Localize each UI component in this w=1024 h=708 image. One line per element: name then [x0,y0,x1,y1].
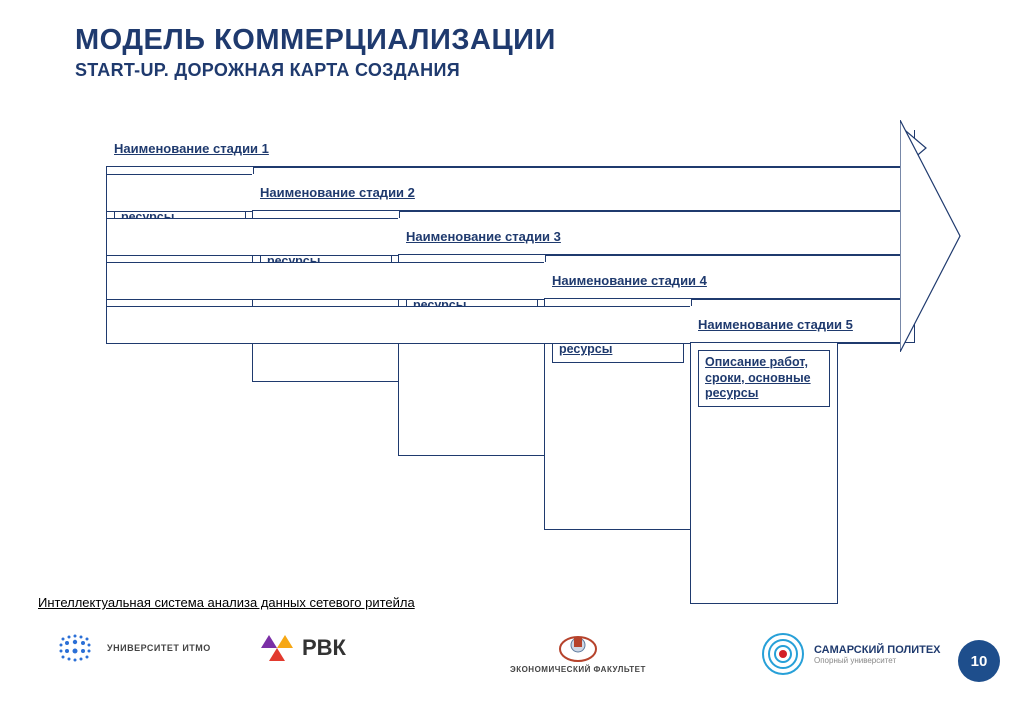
logo-rvk-label: РВК [302,635,346,661]
page-number-badge: 10 [958,640,1000,682]
stage-title-2: Наименование стадии 2 [252,174,915,211]
slide-title: МОДЕЛЬ КОММЕРЦИАЛИЗАЦИИ [75,24,556,57]
logo-row: УНИВЕРСИТЕТ ИТМО РВК ЭКОНОМИЧЕСКИЙ ФАКУЛ… [0,625,1024,695]
slide-subtitle: START-UP. ДОРОЖНАЯ КАРТА СОЗДАНИЯ [75,60,460,81]
logo-samara-sub: Опорный университет [814,656,941,665]
logo-itmo-label: УНИВЕРСИТЕТ ИТМО [107,643,211,653]
stage-title-5: Наименование стадии 5 [690,306,915,343]
stage-title-1: Наименование стадии 1 [106,130,915,167]
stage-desc-5: Описание работ, сроки, основные ресурсы [698,350,830,407]
arrow-head-large [900,120,962,352]
logo-rvk: РВК [260,631,346,665]
stage-title-4: Наименование стадии 4 [544,262,915,299]
logo-samara-label: САМАРСКИЙ ПОЛИТЕХ [814,644,941,656]
roadmap-diagram: Наименование стадии 1 Описание работ, сро… [90,130,960,570]
itmo-icon [55,631,99,665]
logo-samara: САМАРСКИЙ ПОЛИТЕХ Опорный университет [760,631,941,677]
logo-msu: ЭКОНОМИЧЕСКИЙ ФАКУЛЬТЕТ [510,631,646,674]
msu-icon [555,631,601,663]
logo-itmo: УНИВЕРСИТЕТ ИТМО [55,631,211,665]
stage-body-5: Описание работ, сроки, основные ресурсы [690,342,838,604]
samara-icon [760,631,806,677]
logo-msu-label: ЭКОНОМИЧЕСКИЙ ФАКУЛЬТЕТ [510,665,646,674]
footer-link: Интеллектуальная система анализа данных … [38,595,415,610]
stage-title-3: Наименование стадии 3 [398,218,915,255]
rvk-icon [260,631,294,665]
